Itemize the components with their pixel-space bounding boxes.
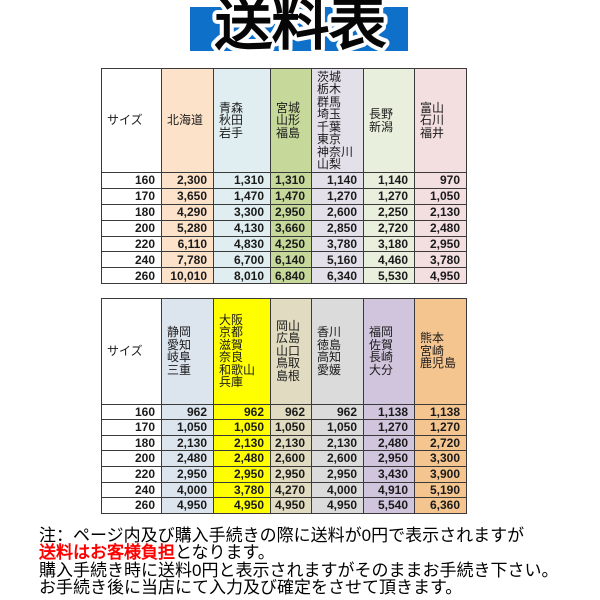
svg-text:送料表: 送料表: [214, 0, 386, 57]
